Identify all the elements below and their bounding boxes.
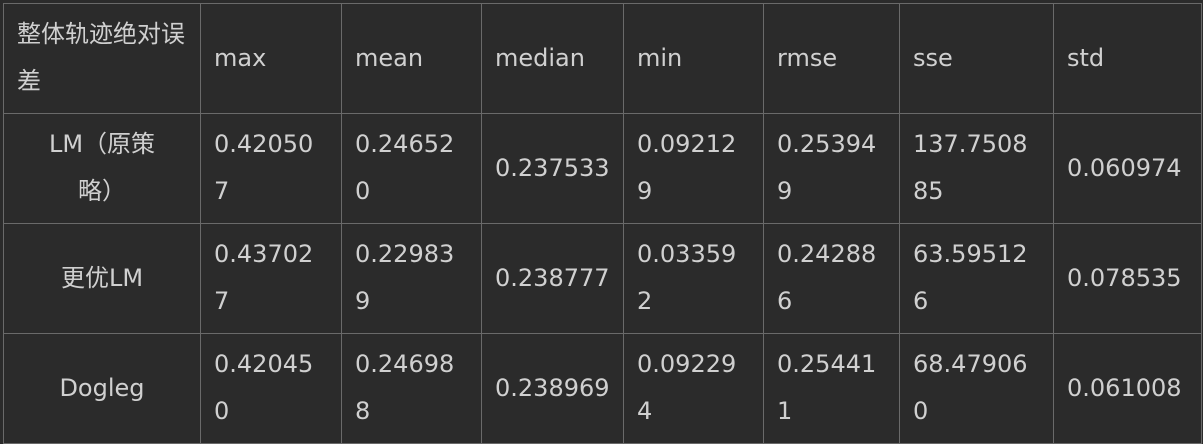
- cell-std: 0.061008: [1053, 333, 1202, 444]
- row-label-dogleg: Dogleg: [3, 333, 201, 444]
- header-row: 整体轨迹绝对误差 max mean median min rmse sse st…: [3, 3, 1202, 114]
- cell-mean: 0.246520: [341, 113, 482, 224]
- cell-max: 0.420450: [200, 333, 342, 444]
- table-row: Dogleg 0.420450 0.246988 0.238969 0.0922…: [3, 333, 1202, 444]
- cell-sse: 68.479060: [899, 333, 1054, 444]
- cell-rmse: 0.242886: [763, 223, 900, 334]
- table-row: 更优LM 0.437027 0.229839 0.238777 0.033592…: [3, 223, 1202, 334]
- column-header-min: min: [623, 3, 764, 114]
- cell-min: 0.092129: [623, 113, 764, 224]
- cell-rmse: 0.253949: [763, 113, 900, 224]
- corner-header: 整体轨迹绝对误差: [3, 3, 201, 114]
- cell-min: 0.092294: [623, 333, 764, 444]
- cell-sse: 63.595126: [899, 223, 1054, 334]
- cell-mean: 0.246988: [341, 333, 482, 444]
- cell-median: 0.238969: [481, 333, 624, 444]
- column-header-median: median: [481, 3, 624, 114]
- cell-max: 0.420507: [200, 113, 342, 224]
- column-header-std: std: [1053, 3, 1202, 114]
- cell-sse: 137.750885: [899, 113, 1054, 224]
- row-label-lm-original: LM（原策略）: [3, 113, 201, 224]
- column-header-rmse: rmse: [763, 3, 900, 114]
- cell-min: 0.033592: [623, 223, 764, 334]
- cell-std: 0.060974: [1053, 113, 1202, 224]
- table-row: LM（原策略） 0.420507 0.246520 0.237533 0.092…: [3, 113, 1202, 224]
- cell-median: 0.238777: [481, 223, 624, 334]
- row-label-better-lm: 更优LM: [3, 223, 201, 334]
- column-header-max: max: [200, 3, 342, 114]
- column-header-mean: mean: [341, 3, 482, 114]
- cell-max: 0.437027: [200, 223, 342, 334]
- cell-mean: 0.229839: [341, 223, 482, 334]
- trajectory-error-table: 整体轨迹绝对误差 max mean median min rmse sse st…: [3, 3, 1202, 444]
- cell-median: 0.237533: [481, 113, 624, 224]
- column-header-sse: sse: [899, 3, 1054, 114]
- cell-std: 0.078535: [1053, 223, 1202, 334]
- cell-rmse: 0.254411: [763, 333, 900, 444]
